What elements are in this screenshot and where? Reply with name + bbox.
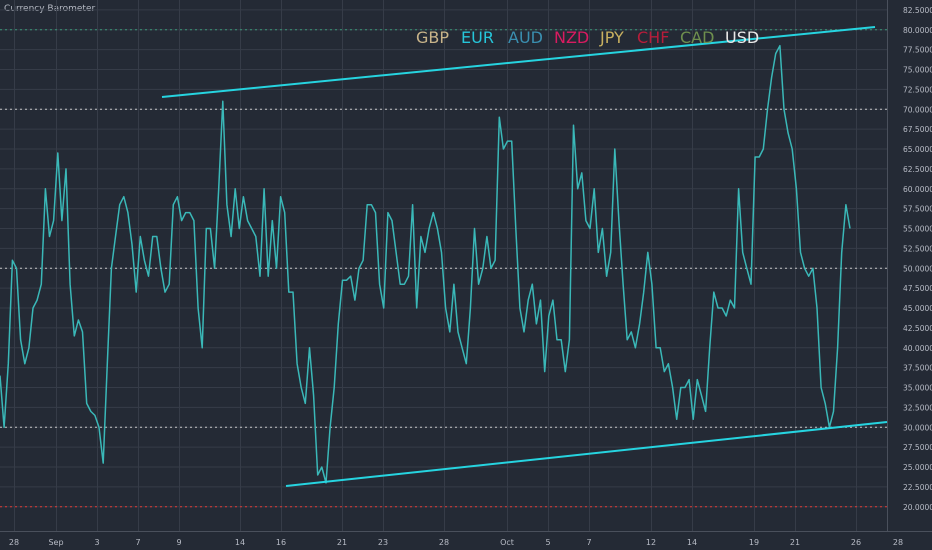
y-tick-label: 72.50000 bbox=[903, 85, 932, 94]
x-tick-label: 28 bbox=[439, 538, 449, 547]
x-tick-label: 14 bbox=[687, 538, 697, 547]
x-tick-label: 26 bbox=[851, 538, 861, 547]
y-tick-label: 47.50000 bbox=[903, 284, 932, 293]
y-tick-label: 82.50000 bbox=[903, 6, 932, 15]
y-tick-label: 77.50000 bbox=[903, 46, 932, 55]
y-tick-label: 20.00000 bbox=[903, 503, 932, 512]
y-tick-label: 60.00000 bbox=[903, 185, 932, 194]
x-tick-label: 12 bbox=[646, 538, 656, 547]
x-tick-label: 3 bbox=[94, 538, 99, 547]
legend-item-jpy: JPY bbox=[599, 28, 624, 47]
legend-item-usd: USD bbox=[725, 28, 759, 47]
y-tick-label: 52.50000 bbox=[903, 244, 932, 253]
y-tick-label: 30.00000 bbox=[903, 423, 932, 432]
y-tick-label: 42.50000 bbox=[903, 324, 932, 333]
y-tick-label: 57.50000 bbox=[903, 205, 932, 214]
y-tick-label: 80.00000 bbox=[903, 26, 932, 35]
y-tick-label: 70.00000 bbox=[903, 105, 932, 114]
y-tick-label: 27.50000 bbox=[903, 443, 932, 452]
legend-item-eur: EUR bbox=[461, 28, 494, 47]
x-tick-label: 7 bbox=[586, 538, 591, 547]
legend-item-gbp: GBP bbox=[416, 28, 449, 47]
trendline-lower bbox=[285, 421, 888, 487]
y-tick-label: 55.00000 bbox=[903, 225, 932, 234]
x-tick-label: Oct bbox=[500, 538, 514, 547]
x-tick-label: 28 bbox=[893, 538, 903, 547]
y-tick-label: 22.50000 bbox=[903, 483, 932, 492]
y-axis-panel bbox=[887, 0, 932, 550]
y-tick-label: 50.00000 bbox=[903, 264, 932, 273]
x-tick-label: 21 bbox=[337, 538, 347, 547]
x-tick-label: 16 bbox=[276, 538, 286, 547]
y-tick-label: 37.50000 bbox=[903, 364, 932, 373]
x-tick-label: 23 bbox=[378, 538, 388, 547]
series-line bbox=[0, 44, 851, 484]
legend-item-chf: CHF bbox=[637, 28, 669, 47]
x-tick-label: 28 bbox=[9, 538, 19, 547]
x-tick-label: Sep bbox=[48, 538, 63, 547]
y-tick-label: 62.50000 bbox=[903, 165, 932, 174]
x-tick-label: 14 bbox=[235, 538, 245, 547]
y-tick-label: 75.00000 bbox=[903, 66, 932, 75]
y-tick-label: 40.00000 bbox=[903, 344, 932, 353]
chart-title: Currency Barometer bbox=[4, 4, 96, 14]
legend-item-nzd: NZD bbox=[554, 28, 589, 47]
x-tick-label: 19 bbox=[749, 538, 759, 547]
x-tick-label: 21 bbox=[790, 538, 800, 547]
legend-item-aud: AUD bbox=[508, 28, 543, 47]
y-tick-label: 25.00000 bbox=[903, 463, 932, 472]
x-tick-label: 9 bbox=[176, 538, 181, 547]
y-tick-label: 65.00000 bbox=[903, 145, 932, 154]
legend-item-cad: CAD bbox=[680, 28, 714, 47]
y-tick-label: 45.00000 bbox=[903, 304, 932, 313]
y-tick-label: 67.50000 bbox=[903, 125, 932, 134]
y-tick-label: 35.00000 bbox=[903, 384, 932, 393]
x-tick-label: 5 bbox=[545, 538, 550, 547]
trendline-upper bbox=[161, 26, 876, 98]
x-tick-label: 7 bbox=[135, 538, 140, 547]
y-tick-label: 32.50000 bbox=[903, 403, 932, 412]
